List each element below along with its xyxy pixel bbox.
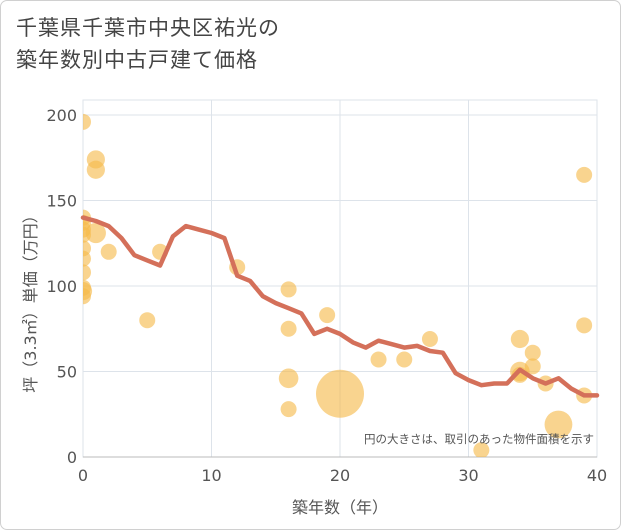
x-tick-labels: 0 10 20 30 40: [78, 466, 607, 485]
y-tick-label: 50: [57, 363, 77, 382]
bubble-series: [83, 113, 593, 457]
scatter-point: [280, 401, 297, 418]
scatter-point: [319, 307, 336, 324]
scatter-point: [473, 442, 490, 457]
scatter-point: [139, 312, 156, 329]
scatter-point: [370, 351, 387, 368]
scatter-point: [316, 369, 364, 418]
scatter-point: [280, 281, 297, 298]
y-tick-label: 150: [46, 192, 77, 211]
scatter-point: [83, 250, 91, 267]
y-axis-label: 坪（3.3㎡）単価（万円）: [21, 207, 40, 392]
x-axis-label: 築年数（年）: [292, 498, 388, 517]
scatter-point: [278, 368, 299, 389]
scatter-point: [544, 410, 573, 439]
scatter-point: [396, 351, 413, 368]
scatter-point: [524, 358, 541, 375]
chart-title-line-2: 築年数別中古戸建て価格: [16, 48, 258, 72]
scatter-point: [100, 243, 117, 260]
x-tick-label: 30: [458, 466, 478, 485]
scatter-point: [524, 344, 541, 361]
scatter-point: [83, 113, 91, 130]
trend-line: [80, 215, 600, 398]
scatter-point: [510, 329, 529, 349]
scatter-point: [86, 160, 105, 179]
x-tick-label: 10: [201, 466, 221, 485]
scatter-point: [576, 166, 593, 183]
scatter-point: [83, 264, 91, 281]
scatter-point: [576, 317, 593, 334]
x-tick-label: 40: [587, 466, 607, 485]
size-note: 円の大きさは、取引のあった物件面積を示す: [364, 432, 594, 446]
chart-title-line-1: 千葉県千葉市中央区祐光の: [16, 16, 280, 40]
scatter-point: [421, 331, 438, 348]
scatter-point: [83, 288, 91, 305]
y-tick-label: 0: [67, 448, 77, 467]
y-tick-label: 200: [46, 106, 77, 125]
scatter-point: [280, 320, 297, 337]
chart-title: 千葉県千葉市中央区祐光の 築年数別中古戸建て価格: [16, 12, 280, 76]
y-tick-label: 100: [46, 277, 77, 296]
y-tick-labels: 0 50 100 150 200: [46, 106, 77, 467]
scatter-point: [83, 226, 91, 243]
x-tick-label: 20: [330, 466, 350, 485]
x-tick-label: 0: [78, 466, 88, 485]
